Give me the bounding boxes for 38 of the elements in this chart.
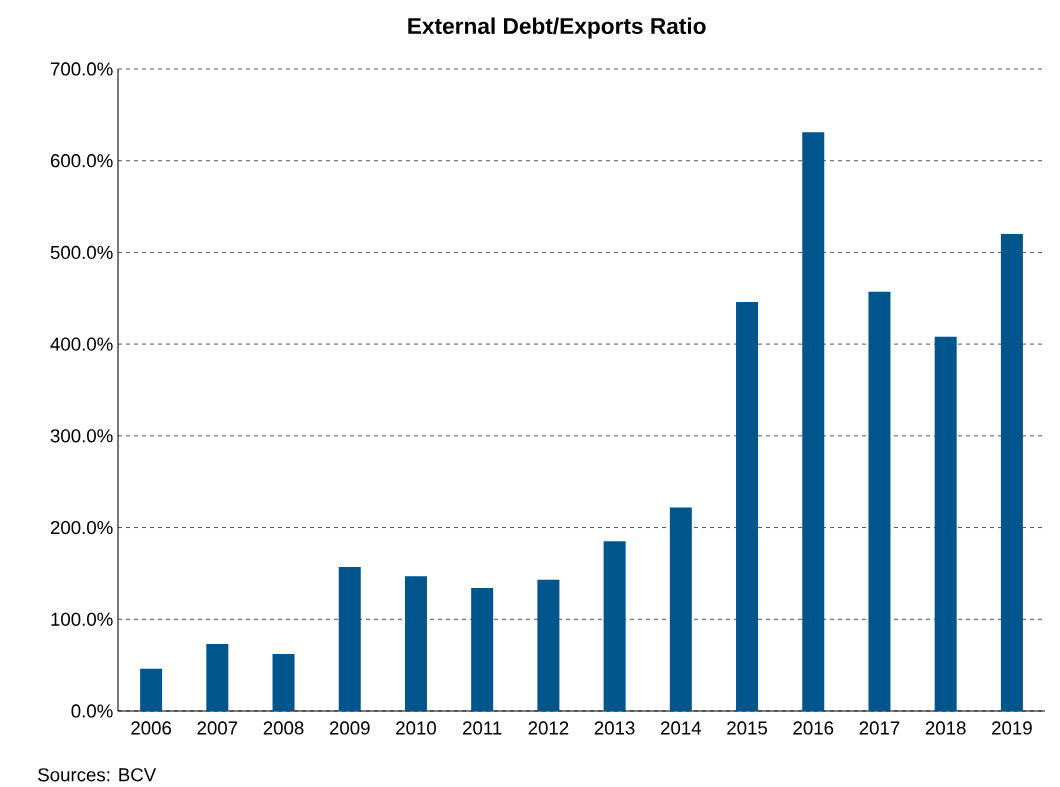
x-tick-label: 2018	[925, 721, 966, 735]
bar	[1000, 234, 1023, 711]
y-tick-label: 0.0%	[71, 704, 113, 718]
x-tick-label: 2014	[661, 721, 702, 735]
x-tick-label: 2010	[396, 721, 436, 735]
x-tick-label: 2008	[263, 721, 304, 735]
bar	[140, 668, 163, 711]
bar	[272, 654, 295, 711]
y-tick-label: 300.0%	[50, 429, 113, 443]
y-tick-label: 100.0%	[51, 612, 113, 626]
source-note: Sources: BCV	[38, 768, 157, 782]
x-tick-label: 2009	[329, 721, 370, 735]
bar	[603, 541, 626, 711]
y-tick-label: 400.0%	[50, 337, 113, 351]
x-tick-label: 2019	[992, 721, 1032, 735]
y-tick-label: 700.0%	[50, 62, 113, 76]
x-tick-label: 2007	[197, 721, 238, 735]
bar	[537, 579, 560, 711]
bar	[802, 132, 825, 711]
bar	[934, 336, 957, 711]
bar	[868, 291, 891, 711]
x-tick-label: 2015	[727, 721, 768, 735]
x-tick-label: 2017	[859, 721, 900, 735]
x-tick-label: 2016	[793, 721, 834, 735]
x-tick-label: 2012	[528, 721, 569, 735]
y-tick-label: 200.0%	[50, 520, 113, 535]
bar	[404, 576, 427, 711]
x-tick-label: 2011	[463, 721, 502, 735]
x-tick-label: 2006	[131, 721, 172, 735]
bar	[669, 507, 692, 711]
chart-title: External Debt/Exports Ratio	[408, 17, 706, 39]
x-tick-label: 2013	[594, 721, 635, 735]
bar	[736, 301, 759, 711]
bar	[471, 588, 494, 711]
y-tick-label: 600.0%	[50, 154, 113, 168]
y-tick-label: 500.0%	[50, 245, 113, 260]
bar	[206, 644, 229, 711]
bar	[338, 566, 361, 711]
